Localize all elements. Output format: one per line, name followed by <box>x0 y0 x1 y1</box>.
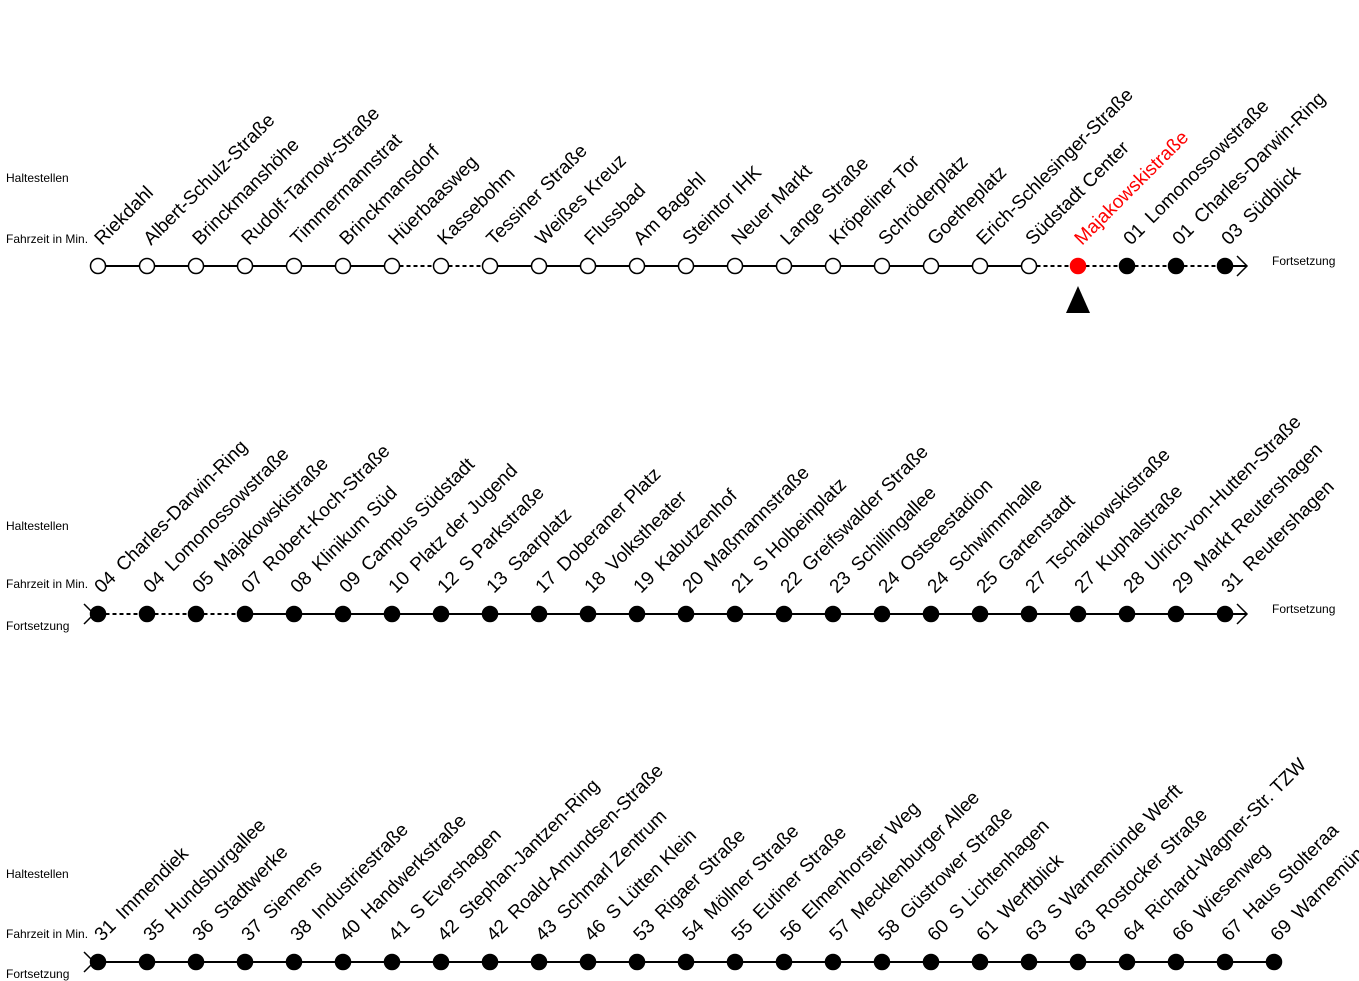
stop-marker <box>775 605 793 623</box>
stop-marker <box>677 605 695 623</box>
continuation-to-label: Fortsetzung <box>1272 602 1335 616</box>
stop-marker <box>236 257 254 275</box>
stop-marker <box>334 953 352 971</box>
stop-marker <box>1118 257 1136 275</box>
stop-marker <box>628 605 646 623</box>
stop-marker <box>530 953 548 971</box>
stop-marker <box>628 953 646 971</box>
stop-marker <box>383 953 401 971</box>
stop-marker <box>187 605 205 623</box>
travel-time-row-label: Fahrzeit in Min. <box>6 232 88 246</box>
stop-marker <box>432 605 450 623</box>
stop-marker <box>824 257 842 275</box>
stop-marker <box>1118 953 1136 971</box>
stop-marker <box>236 953 254 971</box>
stops-row-label: Haltestellen <box>6 171 69 185</box>
stop-marker <box>481 605 499 623</box>
arrow-right-icon <box>1236 255 1249 277</box>
stop-marker <box>971 257 989 275</box>
stop-name: S Parkstraße <box>455 483 548 576</box>
stop-marker <box>726 953 744 971</box>
stop-marker <box>1167 953 1185 971</box>
continuation-to-label: Fortsetzung <box>1272 254 1335 268</box>
stop-marker <box>89 953 107 971</box>
stop-name: Klinikum Süd <box>308 483 401 576</box>
stop-marker <box>138 605 156 623</box>
stop-marker <box>922 605 940 623</box>
stop-marker <box>89 257 107 275</box>
travel-time-row-label: Fahrzeit in Min. <box>6 577 88 591</box>
stop-marker <box>677 257 695 275</box>
stop-marker <box>579 257 597 275</box>
continuation-from-label: Fortsetzung <box>6 967 69 981</box>
stop-marker <box>1020 953 1038 971</box>
stop-marker <box>530 257 548 275</box>
triangle-up-icon <box>1066 286 1090 313</box>
stop-marker <box>1167 257 1185 275</box>
stop-marker <box>677 953 695 971</box>
stop-marker <box>922 257 940 275</box>
stop-marker <box>432 257 450 275</box>
stop-marker <box>873 605 891 623</box>
stop-marker <box>1020 605 1038 623</box>
stop-marker <box>873 953 891 971</box>
stop-marker <box>775 257 793 275</box>
stop-label: 13 Saarplatz <box>483 504 576 597</box>
stop-marker <box>1118 605 1136 623</box>
stop-marker <box>530 605 548 623</box>
stops-row-label: Haltestellen <box>6 519 69 533</box>
stop-marker <box>775 953 793 971</box>
stop-marker <box>383 257 401 275</box>
stop-marker <box>971 953 989 971</box>
stop-marker <box>824 953 842 971</box>
stop-marker <box>432 953 450 971</box>
stop-marker <box>726 605 744 623</box>
stop-marker <box>187 257 205 275</box>
stop-marker <box>922 953 940 971</box>
stop-marker <box>187 953 205 971</box>
travel-time-row-label: Fahrzeit in Min. <box>6 927 88 941</box>
stop-marker <box>971 605 989 623</box>
stop-marker <box>285 257 303 275</box>
route-row-2: Haltestellen Fahrzeit in Min. Fortsetzung F… <box>6 412 1339 633</box>
stop-name: Schillingallee <box>847 483 940 576</box>
current-stop-marker <box>1069 257 1087 275</box>
stop-marker <box>1216 257 1234 275</box>
stop-marker <box>334 605 352 623</box>
stop-marker <box>236 605 254 623</box>
stop-marker <box>383 605 401 623</box>
stop-marker <box>138 257 156 275</box>
stop-marker <box>1216 605 1234 623</box>
arrow-right-icon <box>1236 603 1249 625</box>
stop-marker <box>579 605 597 623</box>
stop-marker <box>628 257 646 275</box>
stop-marker <box>334 257 352 275</box>
stop-marker <box>89 605 107 623</box>
stop-marker <box>1020 257 1038 275</box>
stop-marker <box>1167 605 1185 623</box>
stop-marker <box>1069 605 1087 623</box>
stop-marker <box>1265 953 1283 971</box>
stops-row-label: Haltestellen <box>6 867 69 881</box>
stop-marker <box>726 257 744 275</box>
stop-marker <box>579 953 597 971</box>
stop-marker <box>285 605 303 623</box>
stop-marker <box>824 605 842 623</box>
stop-marker <box>481 257 499 275</box>
stop-marker <box>1216 953 1234 971</box>
stop-marker <box>481 953 499 971</box>
stop-marker <box>138 953 156 971</box>
continuation-from-label: Fortsetzung <box>6 619 69 633</box>
stop-marker <box>873 257 891 275</box>
stop-marker <box>1069 953 1087 971</box>
stop-marker <box>285 953 303 971</box>
